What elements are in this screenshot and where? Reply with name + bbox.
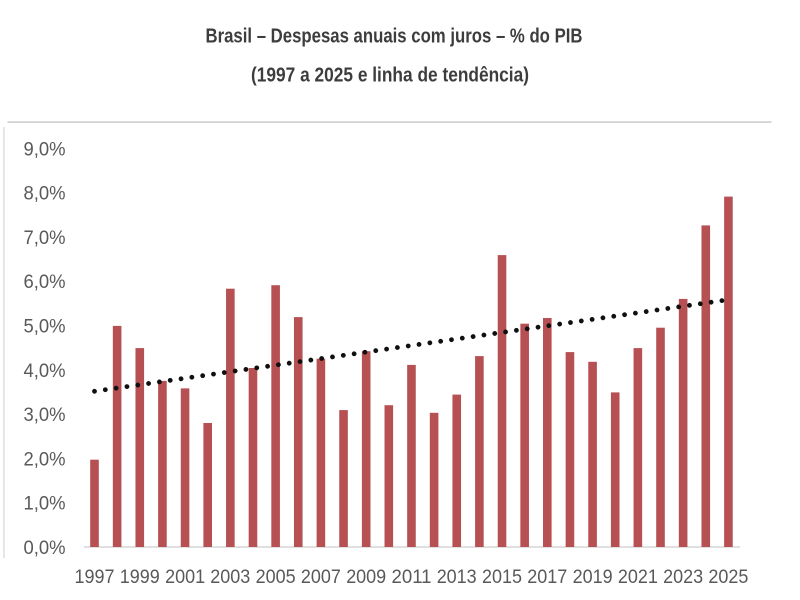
- svg-text:2011: 2011: [392, 567, 432, 588]
- svg-text:2013: 2013: [437, 567, 477, 588]
- svg-text:2001: 2001: [165, 567, 205, 588]
- svg-text:2015: 2015: [482, 567, 522, 588]
- svg-text:7,0%: 7,0%: [24, 228, 66, 249]
- svg-text:2025: 2025: [708, 567, 748, 588]
- svg-text:2005: 2005: [256, 567, 296, 588]
- svg-text:9,0%: 9,0%: [24, 139, 66, 160]
- svg-text:1997: 1997: [75, 567, 115, 588]
- svg-text:2007: 2007: [301, 567, 341, 588]
- svg-text:0,0%: 0,0%: [24, 538, 66, 559]
- svg-text:5,0%: 5,0%: [24, 317, 66, 338]
- svg-text:1999: 1999: [120, 567, 160, 588]
- svg-text:2019: 2019: [573, 567, 613, 588]
- svg-text:4,0%: 4,0%: [24, 361, 66, 382]
- svg-text:2021: 2021: [618, 567, 658, 588]
- svg-text:Brasil – Despesas anuais com j: Brasil – Despesas anuais com juros – % d…: [206, 26, 583, 48]
- svg-text:8,0%: 8,0%: [24, 184, 66, 205]
- svg-text:2003: 2003: [210, 567, 250, 588]
- svg-text:1,0%: 1,0%: [24, 494, 66, 515]
- svg-text:2,0%: 2,0%: [24, 449, 66, 470]
- svg-text:2009: 2009: [346, 567, 386, 588]
- svg-text:2023: 2023: [663, 567, 703, 588]
- svg-text:(1997 a 2025 e linha de tendên: (1997 a 2025 e linha de tendência): [251, 64, 529, 86]
- svg-text:6,0%: 6,0%: [24, 272, 66, 293]
- svg-text:3,0%: 3,0%: [24, 405, 66, 426]
- svg-text:2017: 2017: [527, 567, 567, 588]
